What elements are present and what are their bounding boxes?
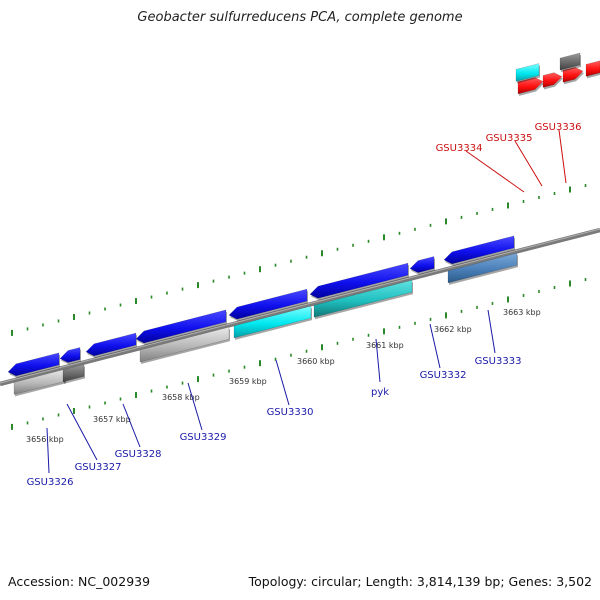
tick-marks bbox=[11, 184, 587, 430]
accession-label: Accession: NC_002939 bbox=[8, 574, 151, 589]
gene-label-gsu3333: GSU3333 bbox=[475, 356, 522, 367]
cog-gsu3333 bbox=[447, 252, 518, 284]
leader-line bbox=[46, 427, 50, 474]
gene-gsu3336 bbox=[562, 66, 584, 83]
cog-gsu3330 bbox=[233, 305, 312, 339]
gene-pyk bbox=[309, 262, 409, 299]
gene-gsu3327 bbox=[59, 347, 81, 363]
gene-label-gsu3336: GSU3336 bbox=[535, 122, 582, 133]
gene-label-gsu3328: GSU3328 bbox=[115, 449, 162, 460]
gene-features bbox=[7, 52, 600, 397]
leader-line bbox=[465, 150, 525, 193]
leader-line bbox=[375, 338, 381, 383]
leader-line bbox=[429, 323, 441, 369]
kbp-label: 3659 kbp bbox=[229, 377, 267, 386]
gene-label-pyk: pyk bbox=[371, 387, 389, 398]
cog-pyk bbox=[313, 279, 413, 318]
gene-gsu3335 bbox=[542, 72, 563, 88]
kbp-label: 3658 kbp bbox=[162, 393, 200, 402]
leader-line bbox=[66, 403, 98, 461]
gene-gsu3332 bbox=[409, 256, 435, 273]
gene-label-gsu3327: GSU3327 bbox=[75, 462, 122, 473]
gene-gsu3326 bbox=[7, 352, 60, 377]
kbp-scale-labels: 3656 kbp 3657 kbp 3658 kbp 3659 kbp 3660 kbp… bbox=[26, 308, 541, 444]
leader-line bbox=[558, 129, 567, 184]
cog-gsu3336 bbox=[559, 52, 581, 71]
genome-backbone-highlight bbox=[0, 228, 600, 384]
genome-backbone bbox=[0, 227, 600, 387]
cog-gsu3327 bbox=[62, 364, 85, 383]
kbp-label: 3662 kbp bbox=[434, 325, 472, 334]
gene-next bbox=[585, 60, 600, 77]
cog-gsu3334 bbox=[515, 63, 540, 82]
leader-line bbox=[187, 382, 203, 431]
leader-line bbox=[487, 309, 496, 354]
gene-gsu3329 bbox=[135, 309, 227, 344]
gene-label-gsu3334: GSU3334 bbox=[436, 143, 483, 154]
leader-line bbox=[514, 140, 543, 187]
kbp-label: 3660 kbp bbox=[297, 357, 335, 366]
leader-line bbox=[122, 403, 141, 448]
kbp-label: 3661 kbp bbox=[366, 341, 404, 350]
gene-gsu3334 bbox=[517, 77, 544, 95]
cog-gsu3326 bbox=[13, 368, 66, 395]
leader-line bbox=[275, 359, 290, 406]
gene-label-gsu3332: GSU3332 bbox=[420, 370, 467, 381]
kbp-label: 3657 kbp bbox=[93, 415, 131, 424]
gene-label-gsu3335: GSU3335 bbox=[486, 133, 533, 144]
kbp-label: 3656 kbp bbox=[26, 435, 64, 444]
gene-gsu3330 bbox=[228, 288, 308, 320]
gene-label-gsu3329: GSU3329 bbox=[180, 432, 227, 443]
gene-gsu3333 bbox=[443, 235, 515, 265]
genome-summary: Topology: circular; Length: 3,814,139 bp… bbox=[248, 574, 592, 589]
gene-label-gsu3330: GSU3330 bbox=[267, 407, 314, 418]
gene-label-gsu3326: GSU3326 bbox=[27, 477, 74, 488]
kbp-label: 3663 kbp bbox=[503, 308, 541, 317]
map-title: Geobacter sulfurreducens PCA, complete g… bbox=[137, 10, 463, 25]
cog-gsu3329 bbox=[139, 326, 230, 363]
